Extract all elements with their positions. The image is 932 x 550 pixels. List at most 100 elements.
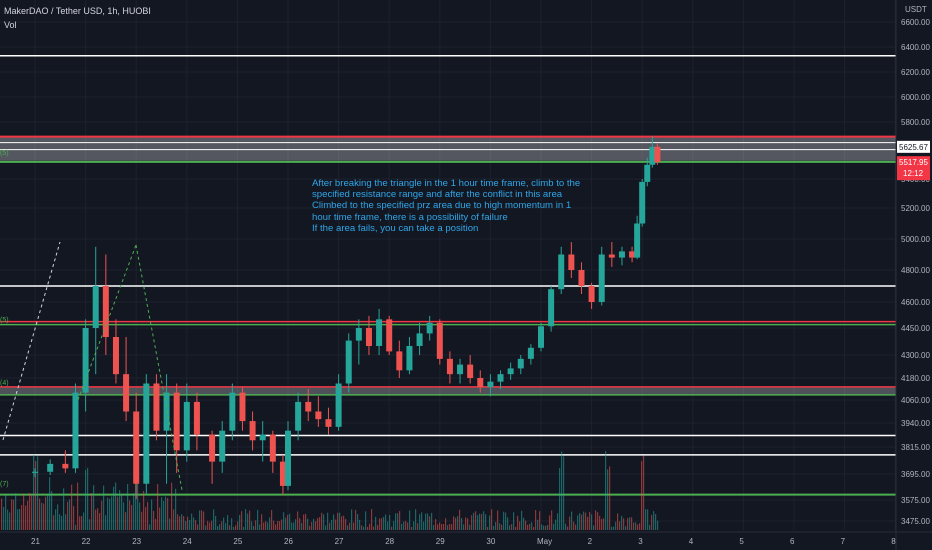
volume-bar	[643, 455, 645, 530]
volume-bar	[591, 514, 593, 530]
volume-bar	[477, 515, 479, 530]
volume-bar	[349, 522, 351, 530]
candle-body	[325, 419, 332, 427]
candle-body	[436, 322, 443, 359]
candle-body	[269, 434, 276, 462]
volume-bar	[625, 526, 627, 530]
volume-bar	[137, 463, 139, 530]
volume-bar	[151, 499, 153, 530]
volume-bar	[481, 514, 483, 530]
volume-bar	[411, 526, 413, 530]
volume-bar	[29, 493, 31, 530]
volume-bar	[645, 509, 647, 530]
candle-body	[578, 270, 585, 286]
candle-body	[598, 254, 605, 302]
volume-bar	[321, 512, 323, 530]
volume-bar	[45, 496, 47, 530]
price-tick-label: 3575.00	[901, 496, 930, 505]
candle-body	[229, 392, 236, 431]
candle-body	[193, 401, 200, 435]
volume-bar	[251, 521, 253, 530]
volume-bar	[71, 484, 73, 530]
volume-bar	[293, 522, 295, 530]
candle-body	[183, 401, 190, 451]
time-axis[interactable]: 21 22 23 24 25 26 27 28 29 30 May 2 3 4 5 6 7 8	[0, 531, 932, 546]
volume-bar	[219, 524, 221, 530]
volume-bar	[63, 488, 65, 530]
candle-body	[588, 286, 595, 302]
volume-bar	[649, 524, 651, 530]
volume-bar	[521, 510, 523, 530]
volume-bar	[21, 505, 23, 530]
volume-bar	[385, 514, 387, 530]
volume-bar	[517, 515, 519, 530]
volume-bar	[483, 511, 485, 530]
candle-body	[163, 392, 170, 431]
volume-bar	[475, 511, 477, 530]
candle-body	[72, 392, 79, 469]
time-tick-label: 23	[132, 537, 141, 546]
volume-bar	[135, 466, 137, 530]
symbol-line[interactable]: MakerDAO / Tether USD, 1h, HUOBI	[4, 6, 151, 16]
volume-bar	[233, 526, 235, 530]
volume-bar	[389, 515, 391, 530]
candle-body	[608, 254, 615, 258]
price-tick-label: 5200.00	[901, 204, 930, 213]
volume-bar	[155, 518, 157, 530]
price-tick-label: 4600.00	[901, 298, 930, 307]
volume-bar	[217, 526, 219, 530]
candle-body	[123, 374, 130, 412]
volume-bar	[39, 498, 41, 530]
volume-bar	[85, 469, 87, 530]
volume-bar	[565, 523, 567, 530]
volume-bar	[269, 517, 271, 530]
candle-body	[279, 461, 286, 486]
analysis-note-line-2: Climbed to the specified prz area due to…	[312, 200, 572, 223]
candle-body	[639, 181, 646, 224]
volume-bar	[35, 460, 37, 530]
volume-bar	[515, 526, 517, 530]
volume-bar	[173, 509, 175, 530]
volume-bar	[341, 516, 343, 530]
price-tick-label: 4450.00	[901, 324, 930, 333]
candle-body	[396, 351, 403, 371]
time-tick-label: 3	[638, 537, 643, 546]
volume-label[interactable]: Vol	[4, 20, 17, 30]
price-tick-label: 6000.00	[901, 93, 930, 102]
volume-bar	[273, 520, 275, 530]
volume-bar	[549, 515, 551, 530]
volume-bar	[329, 522, 331, 530]
volume-bar	[531, 522, 533, 530]
volume-bar	[129, 500, 131, 530]
volume-bar	[437, 524, 439, 530]
volume-bar	[607, 469, 609, 530]
volume-bar	[67, 501, 69, 530]
volume-bar	[167, 498, 169, 530]
volume-bar	[377, 524, 379, 530]
volume-bar	[581, 514, 583, 530]
candle-body	[285, 430, 291, 486]
volume-bar	[291, 522, 293, 530]
zone-tag: (7)	[0, 481, 9, 488]
volume-bar	[405, 520, 407, 530]
volume-bar	[227, 515, 229, 530]
candle-body	[446, 358, 453, 375]
volume-bar	[513, 512, 515, 530]
time-tick-label: 29	[436, 537, 445, 546]
volume-bar	[123, 502, 125, 530]
volume-bar	[441, 524, 443, 530]
volume-bar	[1, 498, 3, 530]
candle-body	[335, 383, 342, 427]
volume-bar	[443, 523, 445, 530]
volume-bar	[609, 466, 611, 530]
candle-body	[259, 434, 266, 441]
candle-body	[406, 346, 413, 371]
candle-body	[527, 347, 534, 359]
volume-bar	[351, 509, 353, 530]
volume-bar	[555, 519, 557, 530]
volume-bar	[465, 517, 467, 530]
price-axis[interactable]: 6600.006400.006200.006000.005800.005400.…	[895, 0, 932, 550]
volume-bar	[473, 512, 475, 530]
